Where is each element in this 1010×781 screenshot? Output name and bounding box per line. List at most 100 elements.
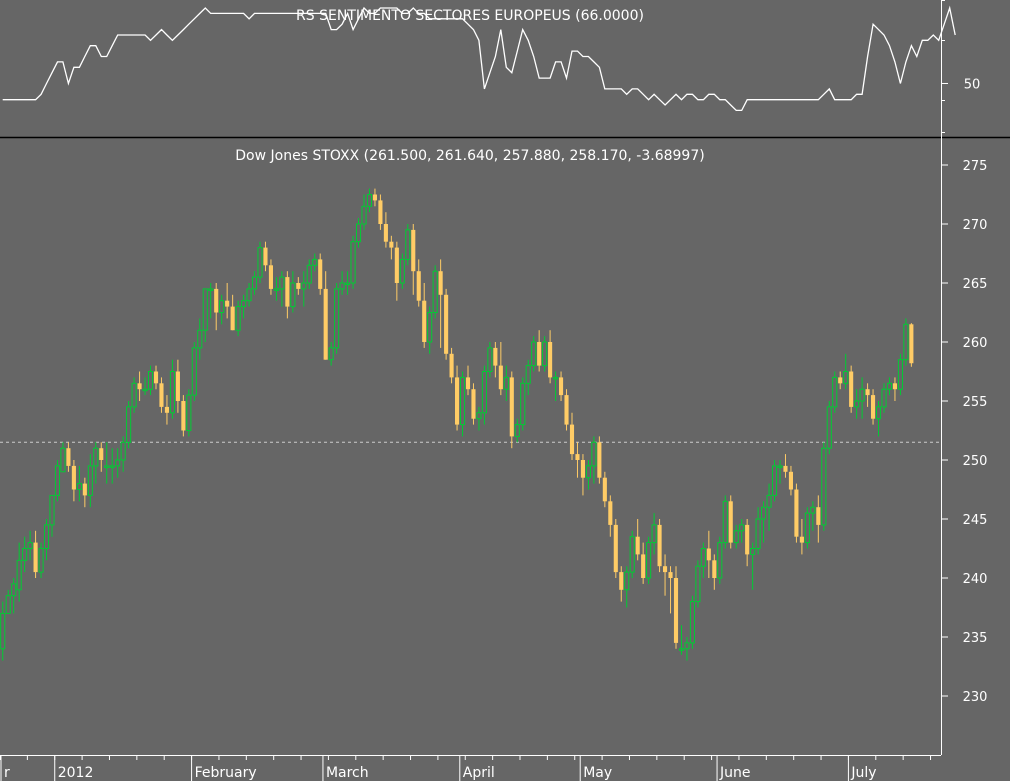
candle-body-up	[903, 323, 909, 361]
stoxx-y-axis: 275 270 265 260 255 250 245 240 235 230	[941, 159, 987, 705]
rs-y-tick-label: 50	[964, 77, 981, 92]
rs-sentiment-series	[2, 5, 956, 112]
candle-body-down	[285, 277, 290, 307]
x-tick-label: r	[4, 765, 10, 781]
candle-body-down	[816, 507, 821, 525]
candle-body-down	[263, 247, 268, 266]
candle-body-down	[465, 377, 471, 390]
candle-body-up	[191, 347, 197, 396]
candle-body-down	[641, 554, 646, 578]
candle-body-down	[153, 371, 159, 384]
candle-body-down	[389, 241, 394, 248]
candle-body-down	[394, 247, 399, 283]
candle-body-up	[624, 571, 630, 591]
rs-sentiment-panel: RS SENTIMENTO SECTORES EUROPEUS (66.0000…	[2, 0, 981, 133]
stoxx-y-tick-label: 265	[963, 277, 988, 292]
candle-body-down	[422, 300, 427, 342]
candle-body-up	[219, 300, 225, 314]
stoxx-y-tick-label: 245	[963, 513, 988, 528]
candle-body-up	[109, 465, 115, 468]
candle-body-down	[564, 395, 569, 425]
candle-body-up	[366, 194, 373, 207]
candle-body-up	[646, 542, 652, 579]
candle-body-up	[771, 465, 778, 496]
candle-body-up	[104, 465, 110, 468]
candle-body-down	[909, 324, 914, 364]
candle-body-up	[0, 612, 6, 650]
candle-body-down	[82, 483, 87, 496]
candle-body-down	[509, 377, 514, 437]
candle-body-down	[537, 342, 542, 366]
candle-body-up	[832, 376, 838, 408]
x-tick-label: February	[195, 765, 257, 781]
candle-body-down	[728, 501, 733, 543]
candle-body-down	[849, 371, 854, 407]
candle-body-up	[875, 406, 882, 420]
x-tick-label: 2012	[58, 765, 94, 781]
stoxx-y-tick-label: 230	[963, 690, 988, 705]
candle-body-down	[799, 536, 804, 543]
candle-body-up	[76, 483, 82, 491]
candle-body-up	[897, 359, 903, 390]
rs-sentiment-title: RS SENTIMENTO SECTORES EUROPEUS (66.0000…	[296, 8, 644, 24]
x-axis: r 2012 February March April May June July	[0, 755, 932, 781]
candle-body-down	[794, 489, 799, 537]
candle-body-down	[619, 572, 624, 590]
candle-body-up	[131, 382, 137, 408]
candle-body-up	[38, 548, 44, 573]
stoxx-y-tick-label: 275	[963, 159, 988, 174]
candle-body-down	[164, 406, 169, 413]
candle-body-up	[651, 524, 657, 544]
candle-body-up	[202, 288, 208, 331]
candle-body-up	[678, 648, 685, 651]
candle-body-up	[739, 524, 745, 532]
candle-body-up	[432, 270, 438, 314]
candle-body-down	[71, 465, 76, 490]
candle-body-up	[553, 376, 559, 380]
candle-body-up	[290, 282, 296, 308]
candle-body-up	[169, 371, 175, 414]
candle-body-down	[66, 448, 71, 466]
candle-body-down	[838, 377, 843, 384]
candle-body-up	[886, 382, 893, 390]
candle-body-up	[766, 494, 772, 508]
candle-body-up	[339, 282, 345, 290]
rs-sentiment-line	[2, 5, 956, 112]
x-tick-label: June	[719, 765, 751, 781]
candle-body-up	[355, 223, 362, 243]
candle-body-down	[318, 259, 323, 289]
candle-body-down	[635, 536, 640, 555]
candle-body-down	[559, 377, 564, 396]
candle-body-up	[427, 312, 433, 343]
candle-body-up	[301, 282, 307, 290]
candle-body-up	[147, 371, 154, 390]
candle-body-down	[471, 389, 476, 419]
candle-body-up	[27, 542, 33, 549]
candle-body-up	[591, 441, 597, 467]
candle-body-up	[93, 447, 99, 467]
candle-body-down	[175, 371, 180, 401]
candle-body-up	[273, 288, 279, 291]
candle-body-up	[126, 406, 132, 443]
candle-body-up	[733, 530, 739, 544]
candle-body-up	[750, 548, 756, 555]
candle-body-up	[142, 388, 148, 392]
stoxx-y-tick-label: 270	[963, 218, 988, 233]
candle-body-down	[788, 471, 793, 490]
stoxx-y-tick-label: 240	[963, 572, 988, 587]
candle-body-up	[43, 524, 50, 550]
candle-body-down	[745, 524, 750, 555]
candle-body-down	[602, 477, 607, 502]
candle-body-down	[33, 542, 38, 573]
candle-body-up	[115, 459, 121, 467]
candle-body-up	[54, 465, 61, 496]
candle-body-down	[159, 383, 164, 407]
stoxx-title: Dow Jones STOXX (261.500, 261.640, 257.8…	[235, 148, 704, 164]
x-tick-label: April	[463, 765, 495, 781]
candle-body-down	[569, 424, 575, 455]
candle-body-down	[657, 524, 662, 567]
candle-body-up	[208, 288, 214, 291]
candle-body-up	[49, 494, 55, 526]
